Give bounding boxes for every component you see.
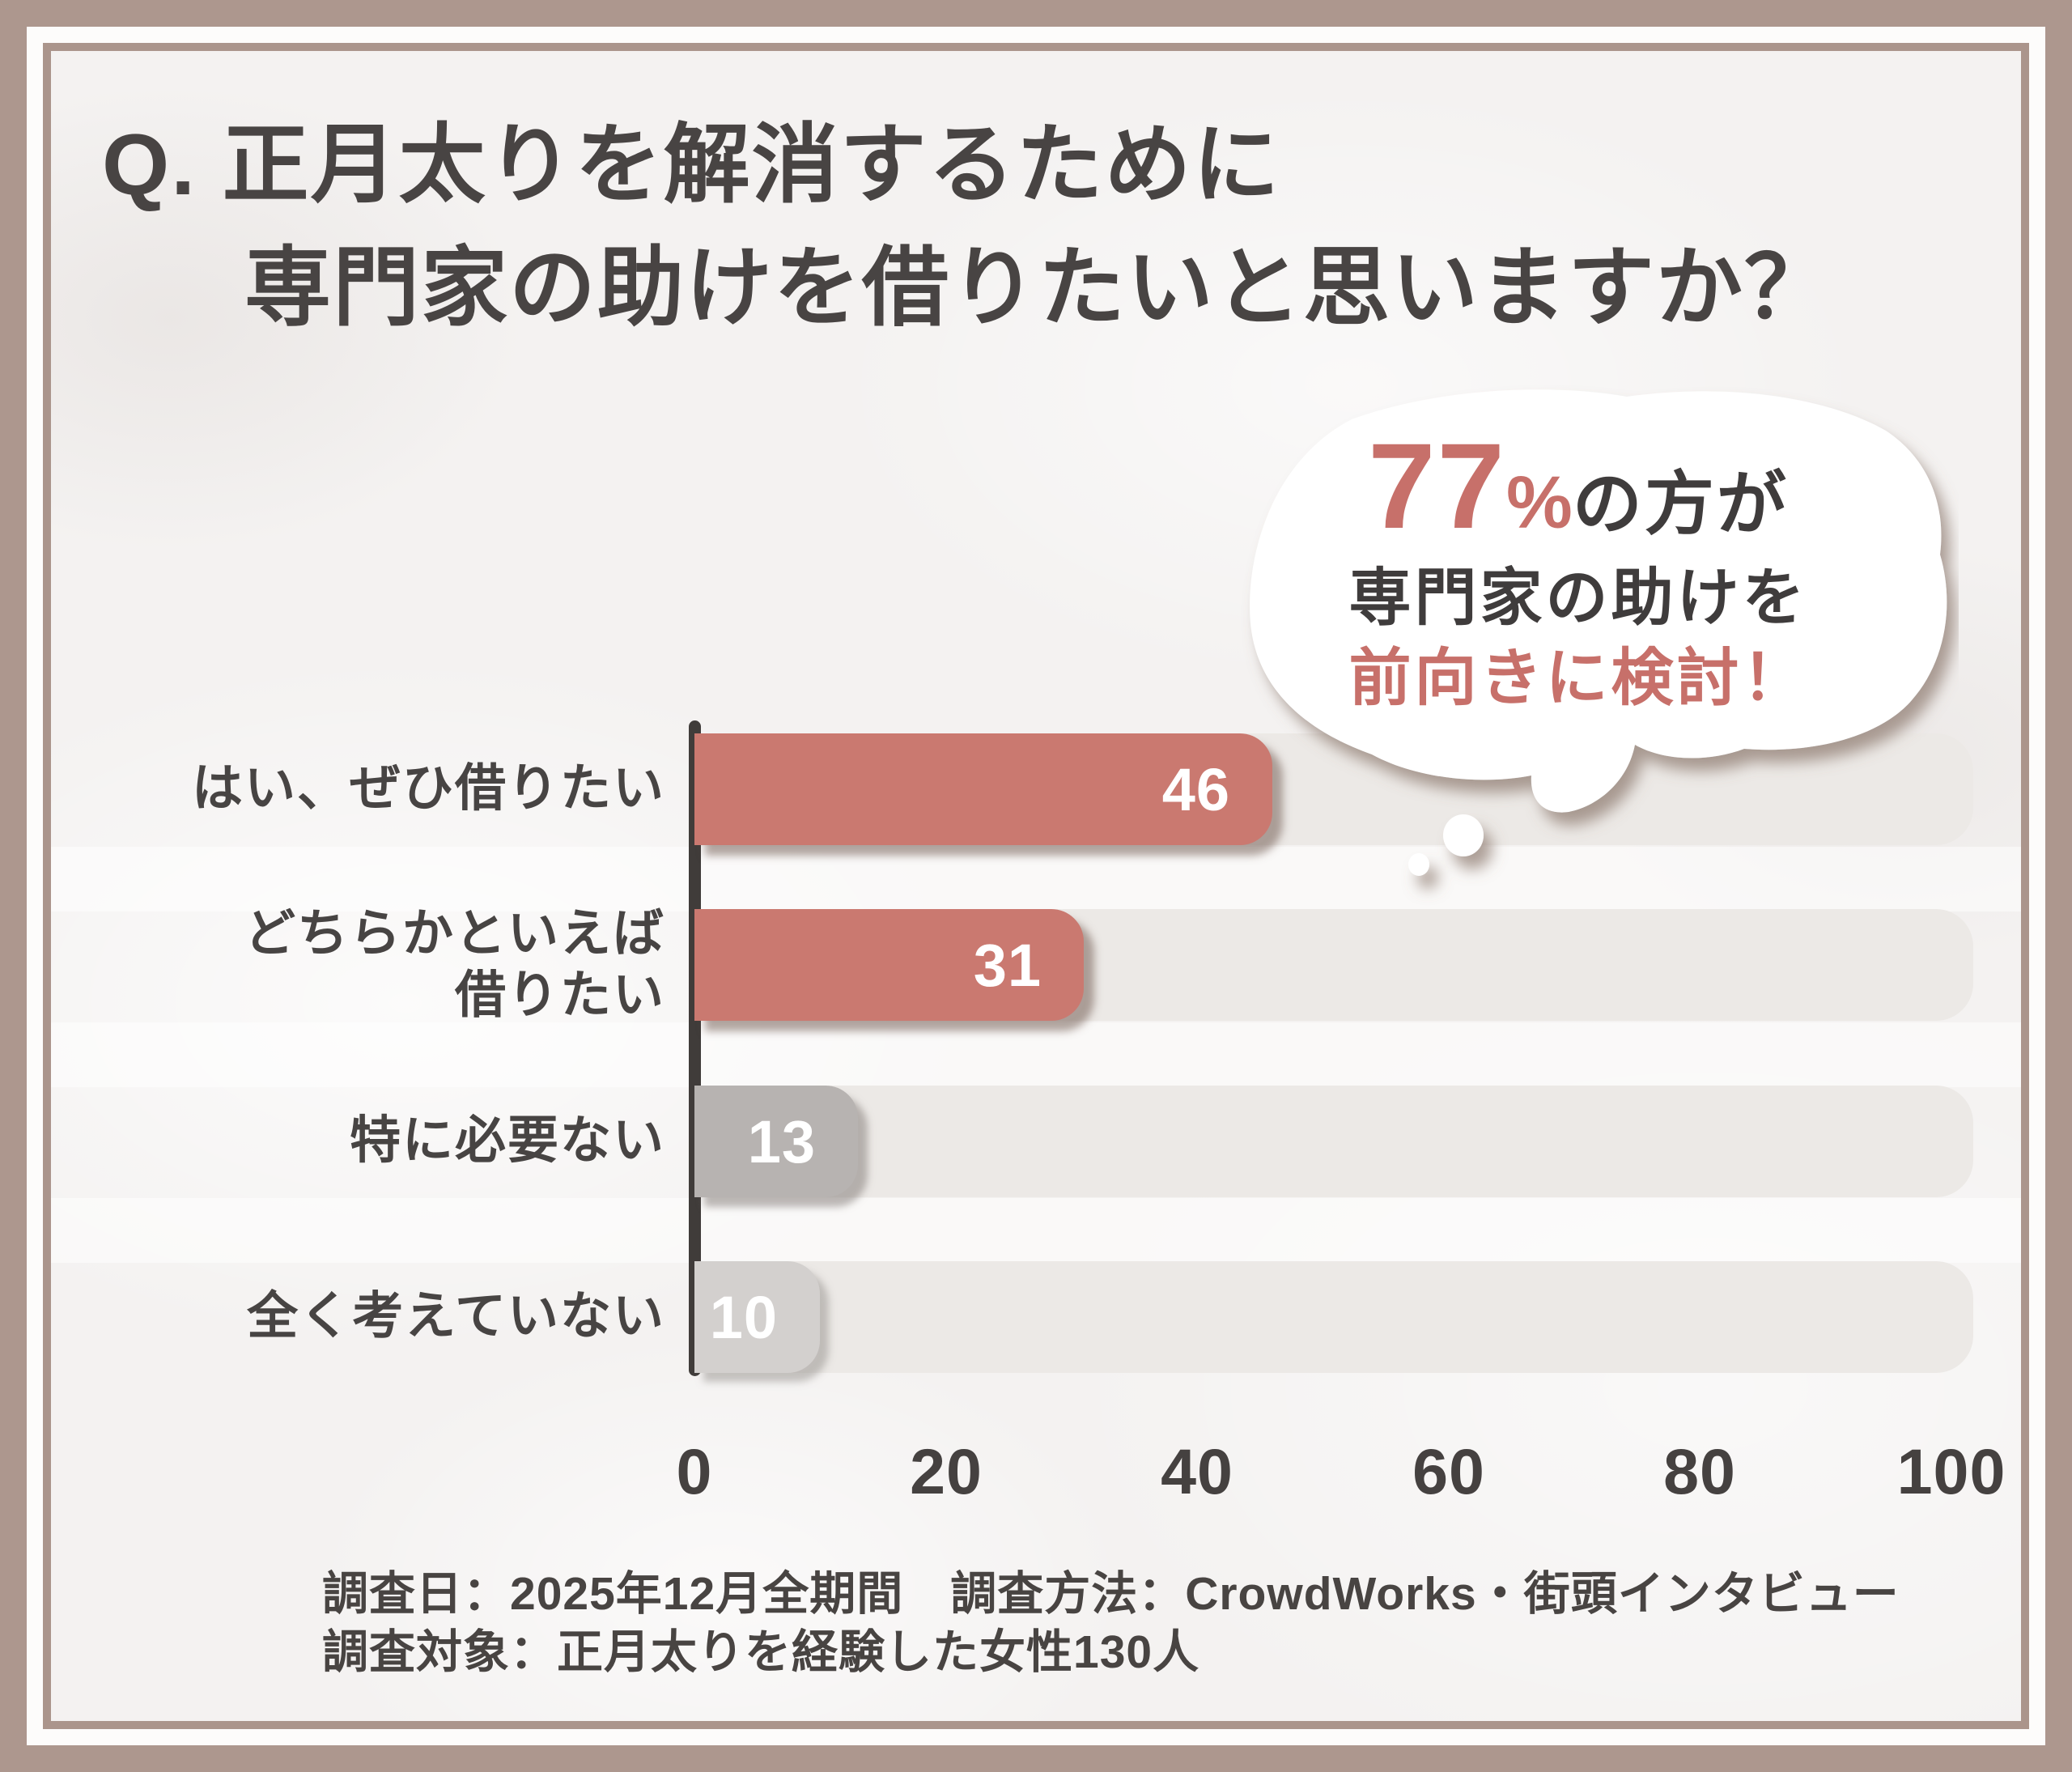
thought-dot-small [1408, 853, 1429, 876]
thought-dot-large [1443, 814, 1484, 856]
bubble-line-2: 専門家の助けを [1348, 563, 1808, 633]
survey-target: 調査対象：正月太りを経験した女性130人 [322, 1625, 1200, 1678]
x-tick-label: 60 [1412, 1435, 1485, 1507]
bar-track [694, 1261, 1973, 1373]
bubble-line-3: 前向きに検討！ [1348, 643, 1808, 713]
x-tick-label: 100 [1896, 1435, 2006, 1507]
bar: 10 [694, 1261, 820, 1373]
bubble-blob-shape [1250, 389, 1947, 813]
x-tick-label: 40 [1161, 1435, 1233, 1507]
bubble-text: 77%の方が 専門家の助けを 前向きに検討！ [1238, 419, 1918, 712]
bubble-headline-suffix: の方が [1572, 465, 1789, 543]
bar-value-label: 31 [973, 931, 1042, 999]
row-gap-highlight [51, 1198, 2021, 1263]
bar-value-label: 46 [1161, 755, 1230, 823]
x-tick-label: 80 [1663, 1435, 1736, 1507]
category-label: はい、ぜひ借りたい [192, 760, 665, 818]
survey-footnote: 調査日：2025年12月全期間 調査方法：CrowdWorks・街頭インタビュー… [322, 1566, 1900, 1682]
bubble-percent-value: 77 [1368, 418, 1507, 554]
category-label: 特に必要ない [350, 1112, 665, 1170]
y-axis-line [689, 720, 701, 1376]
x-tick-label: 20 [910, 1435, 983, 1507]
page-title: Q. 正月太りを解消するために 専門家の助けを借りたいと思いますか？ [102, 104, 1832, 350]
title-line-2: 専門家の助けを借りたいと思いますか？ [244, 238, 1833, 336]
title-line-1: Q. 正月太りを解消するために [102, 116, 1281, 213]
bar-value-label: 13 [747, 1107, 816, 1175]
bar: 13 [694, 1086, 858, 1197]
category-label: 全く考えていない [247, 1288, 665, 1345]
thought-bubble [1250, 389, 1947, 876]
row-gap-highlight [51, 1022, 2021, 1087]
x-tick-label: 0 [676, 1435, 713, 1507]
survey-date-method: 調査日：2025年12月全期間 調査方法：CrowdWorks・街頭インタビュー [322, 1568, 1900, 1620]
row-gap-highlight [51, 847, 2021, 911]
bar-track [694, 1086, 1973, 1197]
bubble-percent-sign: % [1506, 461, 1573, 544]
category-label: どちらかといえば 借りたい [244, 905, 665, 1023]
bar-value-label: 10 [709, 1283, 778, 1351]
bubble-headline: 77%の方が [1238, 419, 1918, 553]
bar: 46 [694, 733, 1272, 845]
bar: 31 [694, 909, 1084, 1021]
